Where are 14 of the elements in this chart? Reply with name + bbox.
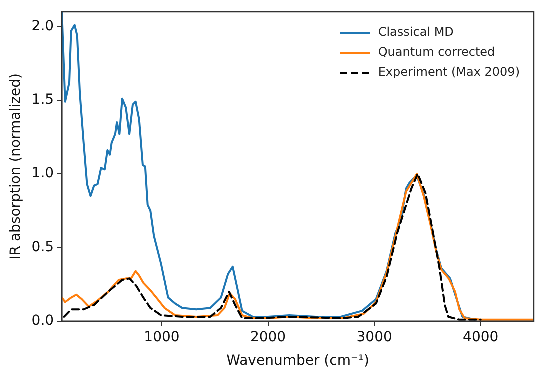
y-tick-label: 1.5 (32, 92, 54, 108)
legend-label: Classical MD (378, 25, 454, 40)
y-tick-label: 2.0 (32, 18, 54, 34)
x-axis-title: Wavenumber (cm⁻¹) (226, 353, 370, 370)
y-tick-label: 1.0 (32, 166, 54, 182)
x-tick-label: 4000 (463, 329, 499, 346)
x-tick-label: 1000 (144, 329, 180, 346)
x-tick-label: 2000 (250, 329, 286, 346)
x-tick-label: 3000 (356, 329, 392, 346)
y-axis-title: IR absorption (normalized) (8, 74, 24, 260)
y-tick-label: 0.0 (32, 313, 54, 330)
y-tick-label: 0.5 (32, 239, 54, 256)
legend-label: Quantum corrected (378, 45, 496, 60)
legend-label: Experiment (Max 2009) (378, 65, 520, 80)
